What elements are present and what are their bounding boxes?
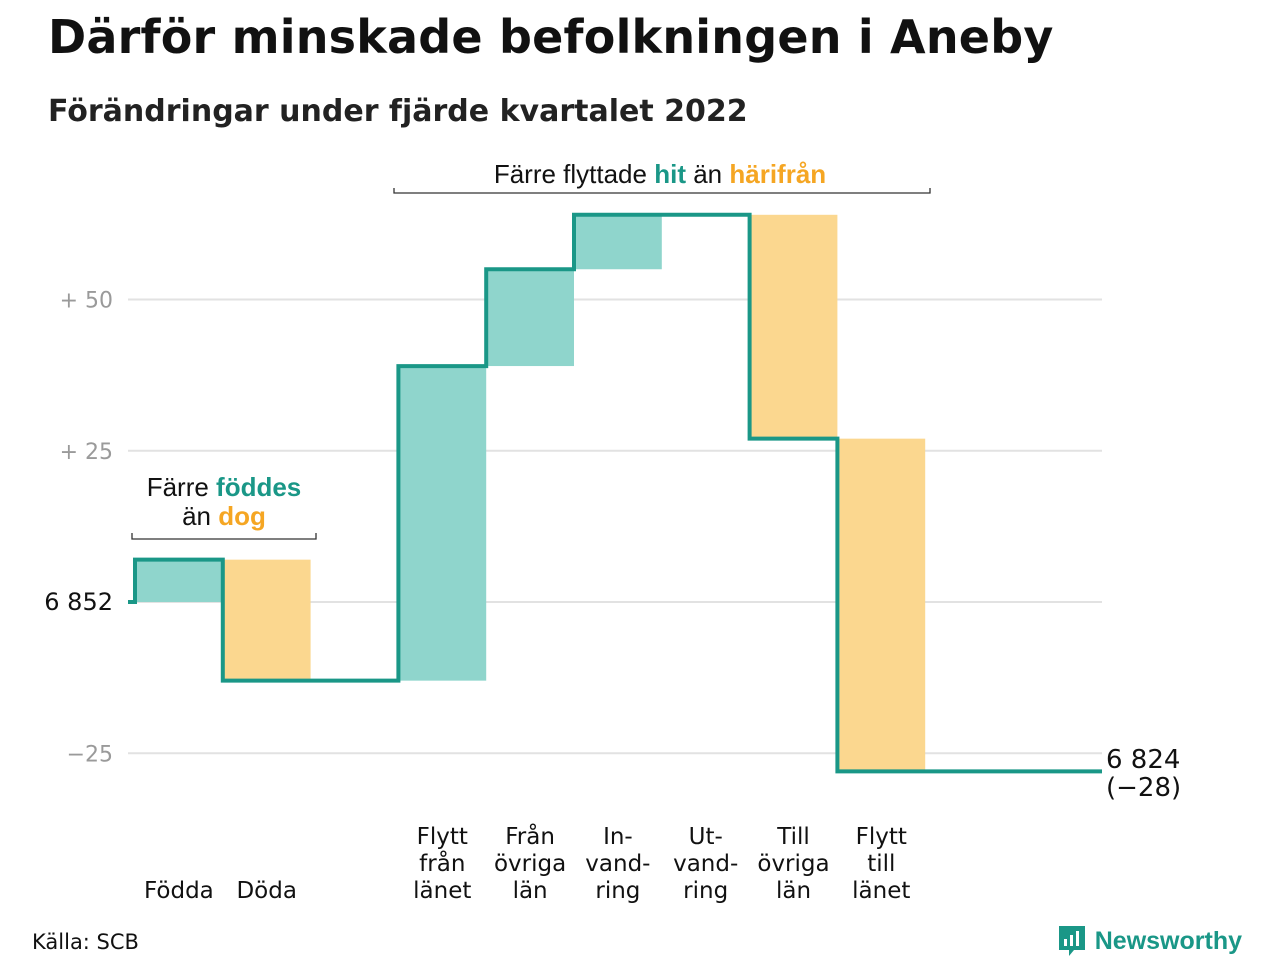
category-label: vand-	[673, 851, 738, 877]
category-label: Från	[505, 822, 555, 850]
category-label: Döda	[236, 878, 296, 904]
end-value-label: 6 824 (−28)	[1106, 745, 1181, 803]
bar-decrease	[837, 438, 926, 772]
category-label: övriga	[757, 851, 829, 877]
births-bracket	[131, 533, 317, 540]
category-label: ring	[595, 878, 640, 904]
moves-bracket	[393, 188, 931, 194]
category-label: Födda	[144, 878, 214, 904]
births-annotation-line2: än dog	[182, 501, 266, 531]
category-label: In-	[603, 824, 633, 850]
bar-decrease	[222, 559, 311, 681]
category-label: ring	[683, 878, 728, 904]
bar-decrease	[749, 214, 838, 439]
bar-increase	[135, 559, 223, 602]
category-label: till	[867, 851, 895, 877]
source-credit: Källa: SCB	[32, 930, 139, 954]
category-label: Ut-	[689, 824, 723, 850]
bar-increase	[574, 214, 662, 270]
births-annotation-line1: Färre föddes	[147, 472, 302, 502]
end-value: 6 824	[1106, 745, 1180, 775]
newsworthy-logo-icon	[1058, 926, 1085, 956]
chart-title: Därför minskade befolkningen i Aneby	[48, 10, 1054, 64]
bar-increase	[398, 366, 487, 681]
y-axis-ticks: + 50 + 25 6 852 −25	[44, 289, 113, 768]
y-tick-label: + 50	[60, 289, 113, 314]
category-label: Flytt	[856, 824, 907, 850]
moves-annotation: Färre flyttade hit än härifrån	[393, 159, 931, 194]
category-label: Flytt	[417, 824, 468, 850]
category-label: länet	[413, 878, 471, 904]
category-labels: Födda DödaFlyttfrånlänetFrånövrigalänIn-v…	[144, 822, 910, 904]
category-label: Till	[776, 824, 810, 850]
births-annotation: Färre föddes än dog	[131, 472, 317, 540]
brand-name: Newsworthy	[1094, 926, 1242, 955]
grid-lines	[128, 298, 1102, 755]
y-tick-label-base: 6 852	[44, 588, 113, 616]
brand-logo-block: Newsworthy	[1057, 924, 1242, 958]
bars	[135, 214, 926, 772]
category-label: vand-	[585, 851, 650, 877]
category-label: övriga	[494, 851, 566, 877]
population-step-line	[128, 212, 1102, 774]
moves-annotation-text: Färre flyttade hit än härifrån	[494, 159, 826, 189]
y-tick-label: + 25	[60, 440, 113, 465]
chart-subtitle: Förändringar under fjärde kvartalet 2022	[48, 94, 748, 129]
category-label: länet	[852, 878, 910, 904]
category-label: från	[419, 849, 465, 877]
bar-increase	[486, 269, 574, 367]
end-change: (−28)	[1106, 773, 1181, 803]
category-label: län	[776, 878, 811, 904]
y-tick-label: −25	[67, 742, 113, 767]
category-label: län	[513, 878, 548, 904]
